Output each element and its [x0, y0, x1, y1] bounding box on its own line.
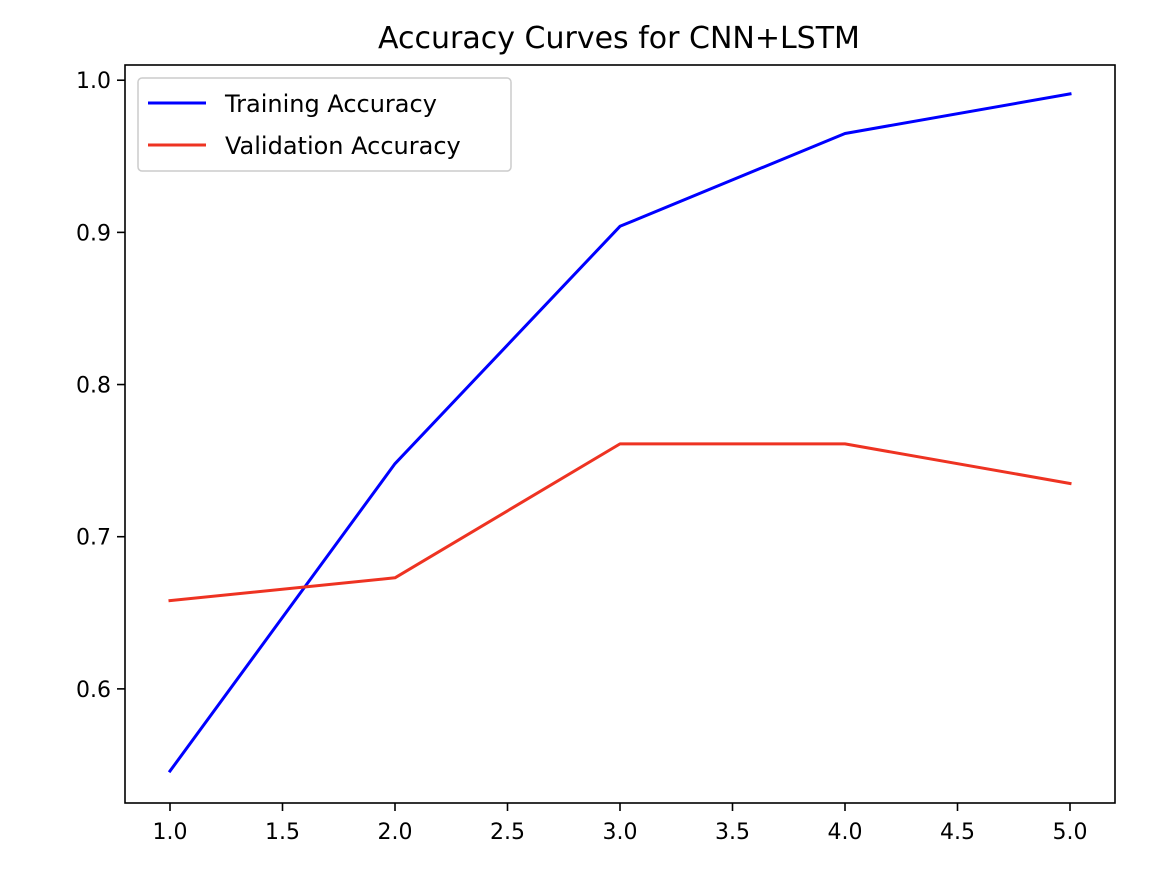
legend-box [137, 77, 512, 172]
x-tick-label: 1.5 [265, 820, 300, 845]
legend-label-validation-accuracy: Validation Accuracy [225, 132, 461, 160]
chart-title: Accuracy Curves for CNN+LSTM [378, 21, 860, 56]
x-tick-label: 2.5 [490, 820, 525, 845]
x-tick-label: 4.0 [828, 820, 863, 845]
x-axis-ticks: 1.0 1.5 2.0 2.5 3.0 3.5 4.0 4.5 5.0 [153, 803, 1088, 845]
x-tick-label: 1.0 [153, 820, 188, 845]
y-tick-label: 0.6 [76, 678, 111, 703]
y-tick-label: 0.7 [76, 526, 111, 551]
y-tick-label: 0.8 [76, 374, 111, 399]
x-tick-label: 4.5 [940, 820, 975, 845]
x-tick-label: 3.0 [603, 820, 638, 845]
x-tick-label: 5.0 [1053, 820, 1088, 845]
y-tick-label: 1.0 [76, 69, 111, 94]
plot-area [124, 64, 1116, 804]
series-layer [167, 92, 1072, 774]
legend-label-training-accuracy: Training Accuracy [224, 90, 437, 118]
legend: Training Accuracy Validation Accuracy [137, 77, 512, 172]
axes-frame [124, 64, 1116, 804]
x-tick-label: 2.0 [378, 820, 413, 845]
y-tick-label: 0.9 [76, 221, 111, 246]
series-line-training-accuracy [167, 92, 1072, 774]
y-axis-ticks: 0.6 0.7 0.8 0.9 1.0 [76, 69, 125, 703]
x-tick-label: 3.5 [715, 820, 750, 845]
series-line-validation-accuracy [168, 442, 1072, 603]
